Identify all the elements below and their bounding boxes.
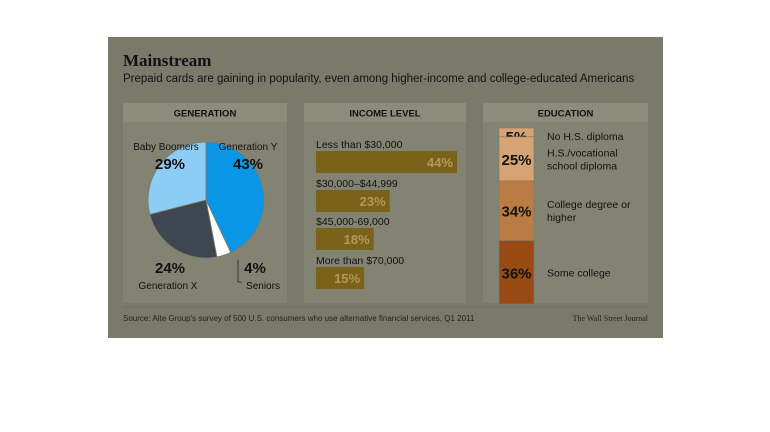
education-category-4-line-1: Some college xyxy=(547,267,611,279)
chart-subtitle: Prepaid cards are gaining in popularity,… xyxy=(123,73,635,85)
income-bar-1 xyxy=(316,151,457,173)
education-category-3-line-2: higher xyxy=(547,212,577,224)
income-value-4: 15% xyxy=(334,271,360,286)
panel-header-2 xyxy=(304,103,466,122)
pie-slice-3 xyxy=(149,199,218,259)
panel-header-1 xyxy=(123,103,287,122)
pie-value-3: 24% xyxy=(155,260,185,277)
pie-label-3: Generation X xyxy=(139,281,198,292)
education-value-2: 25% xyxy=(501,152,531,169)
pie-label-4: Baby Boomers xyxy=(133,142,199,153)
pie-value-4: 29% xyxy=(155,156,185,173)
income-category-2: $30,000–$44,999 xyxy=(316,178,398,190)
infographic: GENERATION INCOME LEVEL EDUCATION Generatio… xyxy=(108,37,663,338)
income-value-1: 44% xyxy=(427,155,453,170)
income-category-4: More than $70,000 xyxy=(316,255,404,267)
education-value-4: 36% xyxy=(501,265,531,282)
pie-label-1: Generation Y xyxy=(219,142,278,153)
income-bar-4 xyxy=(316,267,365,289)
panel-title-2: INCOME LEVEL xyxy=(349,109,420,120)
panel-header-3 xyxy=(483,103,648,122)
seniors-leader-line xyxy=(237,260,242,283)
income-value-2: 23% xyxy=(360,194,386,209)
chart-title: Mainstream xyxy=(123,51,212,70)
education-segment-4 xyxy=(498,240,535,305)
pie-label-2: Seniors xyxy=(246,281,280,292)
income-category-1: Less than $30,000 xyxy=(316,139,403,151)
chart-canvas: GENERATION INCOME LEVEL EDUCATION Generatio… xyxy=(123,103,648,308)
publisher-credit: The Wall Street Journal xyxy=(572,314,648,323)
education-category-3-line-1: College degree or xyxy=(547,199,631,211)
education-value-3: 34% xyxy=(501,204,531,221)
income-value-3: 18% xyxy=(344,232,370,247)
panel-title-1: GENERATION xyxy=(174,109,237,120)
pie-value-2: 4% xyxy=(244,260,266,277)
income-bar-2 xyxy=(316,190,390,212)
income-bar-3 xyxy=(316,228,374,250)
education-category-2-line-1: H.S./vocational xyxy=(547,147,618,159)
education-segment-3 xyxy=(498,180,535,241)
pie-slice-1 xyxy=(205,141,265,254)
education-category-1-line-1: No H.S. diploma xyxy=(547,131,624,143)
education-segment-2 xyxy=(498,136,535,182)
education-category-2-line-2: school diploma xyxy=(547,160,617,172)
pie-slice-4 xyxy=(147,141,207,215)
source-note: Source: Aite Group's survey of 500 U.S. … xyxy=(123,314,475,323)
pie-value-1: 43% xyxy=(233,156,263,173)
income-category-3: $45,000-69,000 xyxy=(316,216,390,228)
panel-title-3: EDUCATION xyxy=(538,109,594,120)
